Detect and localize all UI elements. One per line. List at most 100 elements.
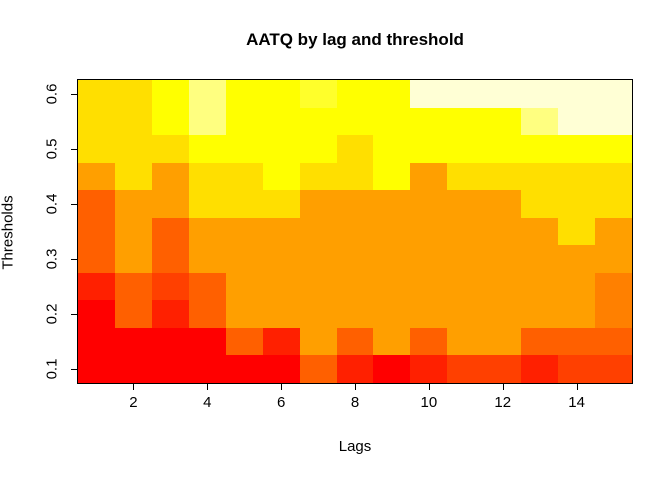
heatmap-cell (151, 300, 189, 328)
heatmap-cell (373, 80, 411, 108)
heatmap-cell (410, 327, 448, 356)
heatmap-cell (336, 245, 374, 273)
heatmap-cell (595, 300, 632, 328)
x-axis-tick (502, 383, 504, 390)
heatmap-cell (299, 272, 337, 301)
y-axis-tick (71, 203, 78, 205)
heatmap-cell (78, 135, 115, 163)
heatmap-cell (410, 300, 448, 328)
heatmap-cell (447, 162, 485, 191)
heatmap-cell (151, 162, 189, 191)
heatmap-cell (595, 327, 632, 356)
heatmap-cell (151, 355, 189, 383)
heatmap-cell (188, 107, 226, 136)
x-tick-label: 10 (420, 394, 438, 411)
heatmap-cell (336, 162, 374, 191)
heatmap-cell (114, 355, 152, 383)
heatmap-cell (262, 245, 300, 273)
heatmap-cell (188, 300, 226, 328)
heatmap-cell (373, 300, 411, 328)
heatmap-cell (447, 300, 485, 328)
heatmap-cell (188, 327, 226, 356)
heatmap-cell (558, 272, 596, 301)
heatmap-cell (558, 107, 596, 136)
heatmap-cell (336, 80, 374, 108)
heatmap-cell (299, 355, 337, 383)
heatmap-cell (521, 245, 559, 273)
heatmap-cell (447, 245, 485, 273)
heatmap-cell (299, 135, 337, 163)
y-tick-label: 0.5 (43, 138, 61, 160)
heatmap-cell (447, 217, 485, 246)
heatmap-cell (299, 245, 337, 273)
heatmap-cell (336, 190, 374, 218)
heatmap-cell (595, 135, 632, 163)
heatmap-cell (447, 355, 485, 383)
heatmap-cell (521, 327, 559, 356)
heatmap-cell (188, 272, 226, 301)
x-axis-tick (355, 383, 356, 390)
chart-title: AATQ by lag and threshold (246, 30, 464, 49)
heatmap-cell (521, 217, 559, 246)
heatmap-cell (373, 327, 411, 356)
heatmap-cell (299, 107, 337, 136)
heatmap-cell (299, 190, 337, 218)
y-axis-label: Thresholds (0, 195, 17, 270)
heatmap-cell (78, 355, 115, 383)
y-axis-tick (71, 369, 78, 371)
x-axis-tick (133, 383, 135, 390)
heatmap-cell (484, 107, 522, 136)
heatmap-cell (78, 272, 115, 301)
heatmap-cell (410, 217, 448, 246)
heatmap-cell (225, 162, 263, 191)
heatmap-cell (410, 190, 448, 218)
heatmap-cell (114, 272, 152, 301)
heatmap-cell (521, 355, 559, 383)
heatmap-cell (336, 327, 374, 356)
heatmap-cell (595, 217, 632, 246)
heatmap-cell (595, 80, 632, 108)
heatmap-cell (595, 272, 632, 301)
heatmap-cell (262, 80, 300, 108)
heatmap-cell (151, 245, 189, 273)
heatmap-cell (484, 300, 522, 328)
y-axis-tick (71, 148, 78, 150)
heatmap-cell (151, 217, 189, 246)
heatmap-cell (78, 107, 115, 136)
heatmap-cell (262, 107, 300, 136)
heatmap-cell (595, 245, 632, 273)
heatmap-cell (78, 217, 115, 246)
heatmap-cell (410, 162, 448, 191)
heatmap-cell (78, 245, 115, 273)
heatmap-cell (188, 162, 226, 191)
heatmap-cell (484, 217, 522, 246)
heatmap-cell (521, 272, 559, 301)
y-tick-label: 0.6 (43, 83, 61, 105)
heatmap-cell (410, 80, 448, 108)
heatmap-cell (558, 327, 596, 356)
heatmap-cell (447, 135, 485, 163)
heatmap-cell (336, 272, 374, 301)
heatmap-cell (521, 190, 559, 218)
heatmap-cell (225, 327, 263, 356)
heatmap-cell (114, 217, 152, 246)
heatmap-cell (78, 327, 115, 356)
heatmap-cell (114, 190, 152, 218)
heatmap-cell (299, 162, 337, 191)
heatmap-cell (373, 162, 411, 191)
heatmap-cell (114, 162, 152, 191)
heatmap-cell (225, 272, 263, 301)
heatmap-cell (78, 162, 115, 191)
heatmap-cell (225, 217, 263, 246)
heatmap-cell (521, 300, 559, 328)
heatmap-cell (484, 327, 522, 356)
heatmap-cell (188, 80, 226, 108)
x-axis-tick (207, 383, 209, 390)
heatmap-cell (78, 300, 115, 328)
heatmap-cell (262, 327, 300, 356)
heatmap-cell (558, 190, 596, 218)
x-tick-label: 2 (129, 394, 138, 411)
heatmap-cell (151, 135, 189, 163)
heatmap-cell (484, 190, 522, 218)
heatmap-cell (188, 245, 226, 273)
